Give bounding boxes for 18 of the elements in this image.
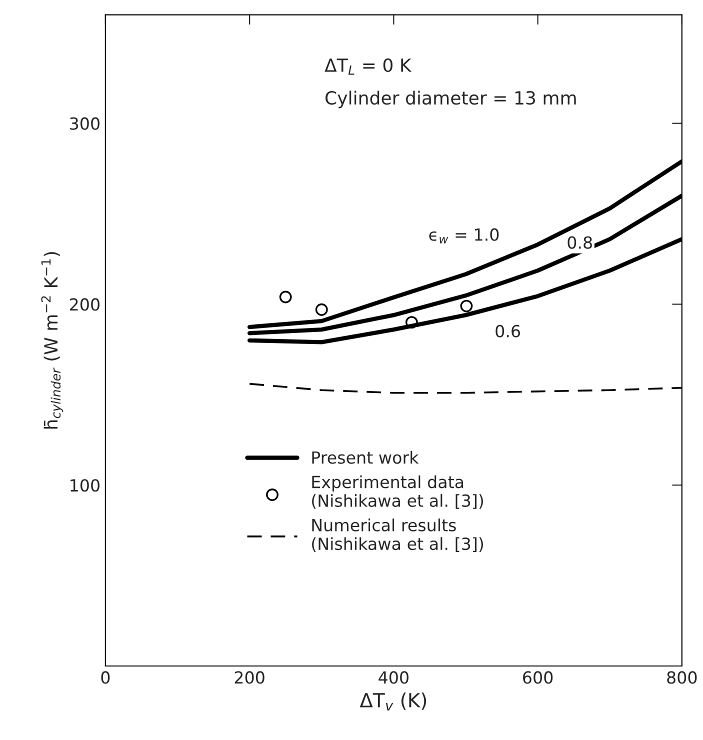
- x-tick-label: 600: [523, 671, 553, 684]
- y-tick-label: 300: [70, 117, 100, 130]
- legend-label: Experimental data (Nishikawa et al. [3]): [312, 475, 483, 509]
- annotation: ϵ$_{w}$ = 1.0: [429, 228, 499, 244]
- x-tick-label: 400: [378, 671, 408, 684]
- annotation: Cylinder diameter = 13 mm: [326, 90, 576, 108]
- legend-label: Numerical results (Nishikawa et al. [3]): [312, 518, 483, 552]
- x-tick-label: 800: [667, 671, 697, 684]
- x-tick-label: 0: [101, 671, 110, 684]
- annotation: 0.6: [496, 324, 520, 338]
- legend-label: Present work: [312, 450, 419, 464]
- annotation: ΔT$_{L}$ = 0 K: [324, 58, 412, 75]
- x-axis-title: ΔT$_{v}$ (K): [360, 692, 426, 710]
- y-tick-label: 200: [70, 298, 100, 311]
- x-tick-label: 200: [234, 671, 264, 684]
- y-tick-label: 100: [70, 479, 100, 492]
- annotation: 0.8: [568, 236, 592, 249]
- y-axis-title: h̄$_{cylinder}$ (W m$^{−2}$ K$^{−1}$): [41, 252, 64, 429]
